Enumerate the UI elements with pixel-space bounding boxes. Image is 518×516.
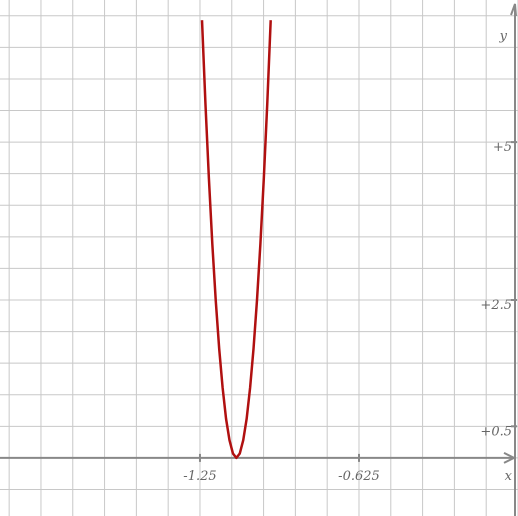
x-axis-label: x — [505, 469, 513, 484]
curve — [200, 20, 272, 460]
x-tick-label: -0.625 — [338, 469, 380, 484]
y-tick-label: +2.5 — [480, 298, 512, 313]
y-tick-label: +5 — [493, 140, 512, 155]
y-axis-arrow — [510, 3, 517, 17]
x-tick-label: -1.25 — [183, 469, 216, 484]
y-axis-label: y — [499, 29, 508, 44]
y-tick-label: +0.5 — [480, 424, 512, 439]
